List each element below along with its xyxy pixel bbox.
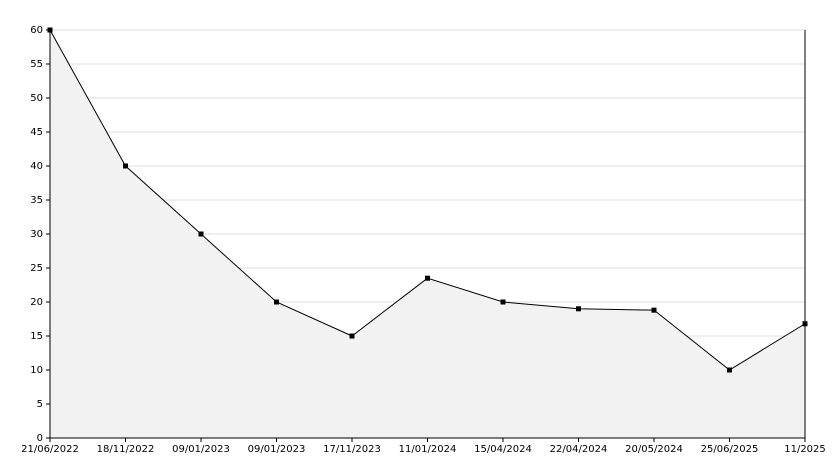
y-tick-label: 5 [37,399,43,410]
area [50,30,805,438]
x-tick-label: 09/01/2023 [248,444,306,455]
marker [576,306,581,312]
marker [500,299,506,305]
x-tick-label: 11/01/2024 [399,444,457,455]
y-tick-label: 10 [30,365,43,376]
y-tick-label: 55 [30,59,43,70]
marker [651,307,657,313]
y-tick-label: 30 [30,229,43,240]
marker [123,163,128,169]
x-tick-label: 20/05/2024 [625,444,683,455]
x-tick-label: 25/06/2025 [701,444,759,455]
marker [198,231,204,237]
y-tick-label: 15 [30,331,43,342]
x-tick-label: 21/06/2022 [21,444,79,455]
y-tick-label: 35 [30,195,43,206]
x-tick-label: 09/01/2023 [172,444,230,455]
y-tick-label: 45 [30,127,43,138]
y-tick-label: 20 [30,297,43,308]
marker [274,299,279,305]
x-tick-label: 15/04/2024 [474,444,532,455]
x-tick-label: 17/11/2023 [323,444,381,455]
x-tick-label: 22/04/2024 [550,444,608,455]
x-tick-label: 18/11/2022 [97,444,155,455]
y-tick-label: 50 [30,93,43,104]
y-tick-label: 60 [30,25,43,36]
y-tick-label: 40 [30,161,43,172]
marker [425,275,430,281]
x-tick-label: 11/2025 [784,444,826,455]
marker [349,333,355,339]
y-tick-label: 0 [37,433,43,444]
marker [727,367,732,373]
y-tick-label: 25 [30,263,43,274]
